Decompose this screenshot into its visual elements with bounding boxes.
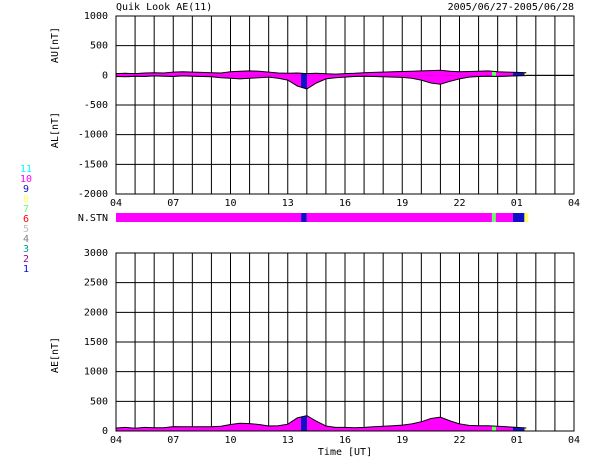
- station-segment: [491, 213, 496, 222]
- y-tick-label: 3000: [84, 248, 108, 259]
- y-tick-label: 1500: [84, 337, 108, 348]
- x-tick-label: 04: [568, 435, 580, 446]
- x-tick-label: 22: [453, 198, 465, 209]
- x-tick-label: 16: [339, 198, 351, 209]
- x-tick-label: 04: [568, 198, 580, 209]
- x-tick-label: 04: [110, 198, 122, 209]
- line: [115, 69, 527, 75]
- y-tick-label: -1500: [78, 159, 108, 170]
- x-tick-label: 07: [167, 435, 179, 446]
- legend-entry: 2: [23, 254, 29, 265]
- plot-frame: [115, 15, 575, 195]
- y-tick-label: -2000: [78, 189, 108, 200]
- x-tick-label: 01: [511, 198, 523, 209]
- y-tick-label: 1000: [84, 367, 108, 378]
- y-tick-label: 0: [102, 426, 108, 437]
- x-tick-label: 19: [396, 198, 408, 209]
- chart-title: Quik Look AE(11): [116, 2, 212, 13]
- x-tick-label: 16: [339, 435, 351, 446]
- y-tick-label: 500: [90, 41, 108, 52]
- x-tick-label: 22: [453, 435, 465, 446]
- y-tick-label: 1000: [84, 11, 108, 22]
- plot-frame: [115, 252, 575, 432]
- area: [116, 415, 527, 431]
- station-segment: [306, 213, 492, 222]
- y-axis-label: AU[nT]: [50, 27, 61, 63]
- y-tick-label: 2000: [84, 307, 108, 318]
- y-tick-label: -1000: [78, 130, 108, 141]
- area: [116, 70, 527, 76]
- date-range: 2005/06/27-2005/06/28: [448, 2, 574, 13]
- y-tick-label: 0: [102, 70, 108, 81]
- y-axis-label: AE[nT]: [50, 337, 61, 373]
- station-segment: [512, 213, 525, 222]
- legend-entry: 10: [20, 174, 32, 185]
- station-segment: [301, 213, 307, 222]
- x-tick-label: 19: [396, 435, 408, 446]
- line: [115, 415, 527, 429]
- station-segment: [116, 213, 302, 222]
- area: [116, 75, 527, 89]
- y-tick-label: -500: [84, 100, 108, 111]
- legend-entry: 11: [20, 164, 32, 175]
- stations-label: N.STN: [78, 213, 108, 224]
- x-tick-label: 04: [110, 435, 122, 446]
- station-segment: [524, 213, 529, 222]
- legend-entry: 6: [23, 214, 29, 225]
- x-tick-label: 07: [167, 198, 179, 209]
- x-axis-label: Time [UT]: [318, 447, 372, 458]
- x-tick-label: 01: [511, 435, 523, 446]
- station-segment: [495, 213, 513, 222]
- x-tick-label: 13: [282, 198, 294, 209]
- legend-entry: 7: [23, 204, 29, 215]
- y-tick-label: 2500: [84, 278, 108, 289]
- legend-entry: 3: [23, 244, 29, 255]
- legend-entry: 5: [23, 224, 29, 235]
- y-tick-label: 500: [90, 396, 108, 407]
- x-tick-label: 13: [282, 435, 294, 446]
- legend-entry: 8: [23, 194, 29, 205]
- y-axis-label: AL[nT]: [50, 112, 61, 148]
- x-tick-label: 10: [224, 435, 236, 446]
- line: [115, 75, 527, 90]
- legend-entry: 1: [23, 264, 29, 275]
- legend-entry: 9: [23, 184, 29, 195]
- x-tick-label: 10: [224, 198, 236, 209]
- legend-entry: 4: [23, 234, 29, 245]
